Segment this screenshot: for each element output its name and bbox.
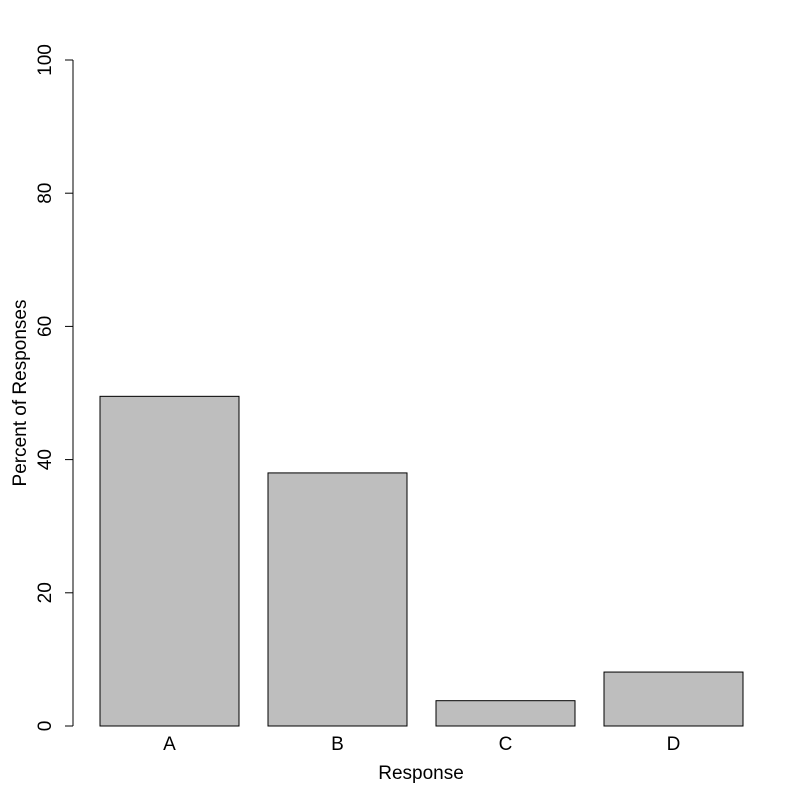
y-tick-label: 100 bbox=[35, 44, 56, 76]
bar bbox=[267, 472, 408, 727]
bar bbox=[435, 700, 576, 727]
y-tick-label: 20 bbox=[35, 582, 56, 603]
bar bbox=[603, 671, 744, 727]
y-tick-label: 80 bbox=[35, 183, 56, 204]
y-tick-label: 40 bbox=[35, 449, 56, 470]
x-tick-label: B bbox=[331, 734, 344, 755]
x-tick-label: A bbox=[163, 734, 176, 755]
y-tick-label: 0 bbox=[35, 721, 56, 732]
bar bbox=[99, 395, 240, 727]
x-tick-label: C bbox=[499, 734, 513, 755]
x-tick-label: D bbox=[667, 734, 681, 755]
y-tick-label: 60 bbox=[35, 316, 56, 337]
y-axis-title: Percent of Responses bbox=[10, 300, 31, 487]
x-axis-title: Response bbox=[378, 763, 464, 784]
